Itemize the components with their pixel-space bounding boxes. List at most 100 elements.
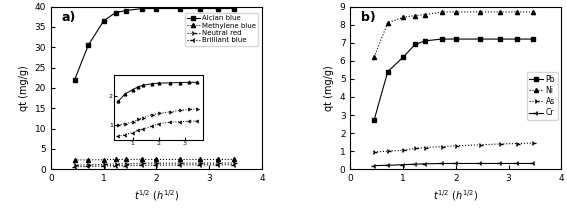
Cr [438,162,445,165]
Cr [371,164,378,167]
Pb [384,70,391,73]
Cr [452,162,459,165]
Alcian blue [230,7,237,10]
Neutral red [112,163,119,165]
Neutral red [153,162,160,164]
Neutral red [139,162,146,164]
Brilliant blue [153,164,160,166]
Legend: Pb, Ni, As, Cr: Pb, Ni, As, Cr [527,72,557,120]
Y-axis label: qt (mg/g): qt (mg/g) [19,65,29,111]
Brilliant blue [230,163,237,166]
Alcian blue [197,7,204,10]
Neutral red [100,163,107,166]
Cr [384,164,391,167]
Pb [530,38,536,40]
Methylene blue [112,158,119,161]
Cr [476,162,483,165]
Brilliant blue [100,165,107,167]
Pb [438,38,445,40]
As [371,151,378,153]
Methylene blue [100,158,107,161]
Brilliant blue [214,163,221,166]
Pb [400,56,407,58]
Ni [371,56,378,58]
Pb [476,38,483,40]
As [422,146,429,149]
Pb [514,38,521,40]
Line: Brilliant blue: Brilliant blue [72,162,236,170]
Ni [438,11,445,13]
Text: b): b) [361,11,376,24]
As [438,145,445,148]
Methylene blue [177,158,184,161]
As [514,142,521,145]
Cr [400,163,407,166]
Neutral red [85,163,92,166]
Brilliant blue [122,164,129,167]
Line: Cr: Cr [371,161,536,168]
Neutral red [230,162,237,164]
Line: Neutral red: Neutral red [72,160,236,168]
Alcian blue [153,7,160,10]
Cr [412,163,418,166]
Ni [452,11,459,13]
Alcian blue [139,7,146,10]
Ni [384,21,391,24]
Ni [476,11,483,13]
Methylene blue [122,158,129,161]
Ni [496,11,503,13]
Line: Pb: Pb [372,37,535,123]
Pb [422,39,429,42]
Neutral red [177,162,184,164]
Ni [412,14,418,17]
Alcian blue [112,11,119,14]
Methylene blue [139,158,146,161]
Brilliant blue [139,164,146,166]
As [530,142,536,144]
Alcian blue [100,20,107,22]
Pb [496,38,503,40]
Brilliant blue [71,166,78,168]
Methylene blue [153,158,160,161]
Ni [422,13,429,16]
As [452,145,459,147]
Brilliant blue [197,163,204,166]
Text: a): a) [62,11,76,24]
Brilliant blue [177,164,184,166]
Methylene blue [197,158,204,161]
Line: Alcian blue: Alcian blue [73,7,236,82]
Alcian blue [177,7,184,10]
Ni [400,16,407,19]
Brilliant blue [112,164,119,167]
Line: As: As [371,140,536,155]
As [412,147,418,150]
Pb [452,38,459,40]
Pb [371,119,378,122]
Neutral red [71,164,78,166]
Cr [514,162,521,165]
Ni [514,11,521,13]
Methylene blue [230,158,237,161]
Cr [496,162,503,165]
Alcian blue [122,9,129,12]
As [384,150,391,153]
As [400,149,407,152]
Alcian blue [214,7,221,10]
As [496,143,503,145]
Line: Ni: Ni [372,10,535,59]
Legend: Alcian blue, Methylene blue, Neutral red, Brilliant blue: Alcian blue, Methylene blue, Neutral red… [185,13,259,46]
Alcian blue [71,79,78,81]
Methylene blue [71,159,78,161]
Cr [530,162,536,165]
X-axis label: $t^{1/2}$ ($h^{1/2}$): $t^{1/2}$ ($h^{1/2}$) [433,189,479,204]
Line: Methylene blue: Methylene blue [73,157,236,162]
Neutral red [197,162,204,164]
Ni [530,11,536,13]
As [476,144,483,146]
Methylene blue [214,158,221,161]
Brilliant blue [85,165,92,168]
Methylene blue [85,159,92,161]
Y-axis label: qt (mg/g): qt (mg/g) [324,65,335,111]
Alcian blue [85,44,92,46]
Neutral red [214,162,221,164]
